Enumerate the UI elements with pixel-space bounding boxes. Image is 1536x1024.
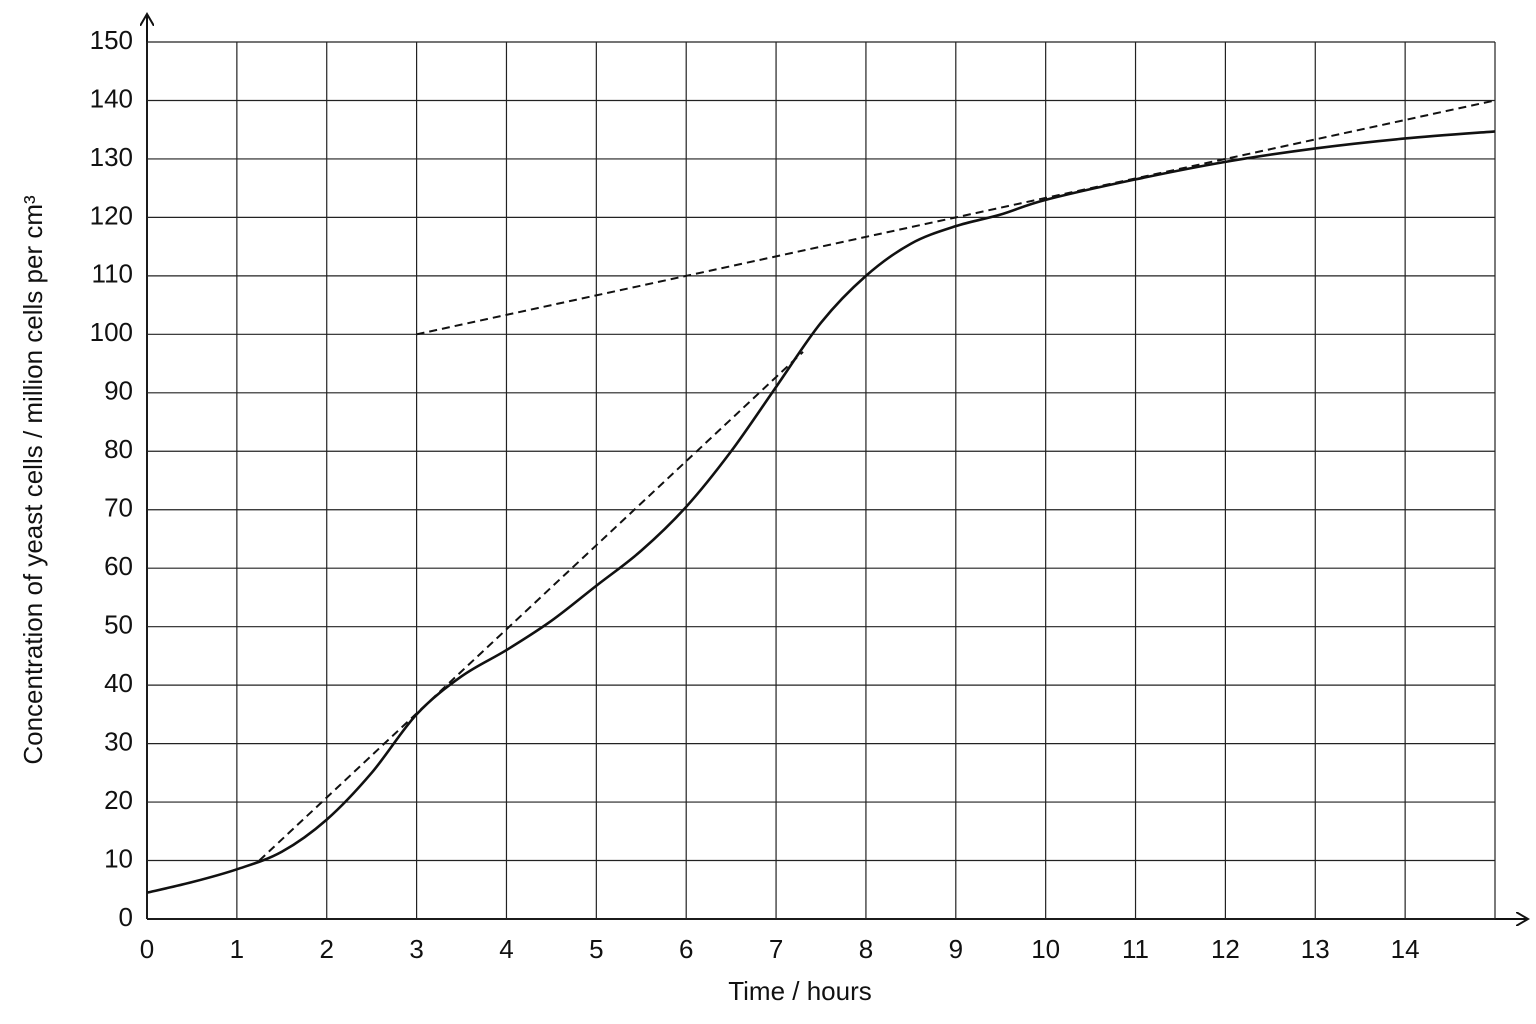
x-tick-label: 12 [1211, 934, 1240, 964]
y-tick-label: 60 [104, 551, 133, 581]
x-tick-label: 14 [1391, 934, 1420, 964]
x-tick-label: 2 [319, 934, 333, 964]
x-tick-label: 3 [409, 934, 423, 964]
y-tick-label: 80 [104, 434, 133, 464]
x-tick-label: 11 [1122, 934, 1149, 964]
y-tick-label: 130 [90, 142, 133, 172]
y-tick-label: 120 [90, 200, 133, 230]
y-tick-label: 110 [92, 259, 133, 289]
x-tick-label: 0 [140, 934, 154, 964]
x-axis-label: Time / hours [728, 976, 872, 1006]
x-tick-label: 8 [859, 934, 873, 964]
x-tick-label: 9 [949, 934, 963, 964]
y-tick-label: 70 [104, 493, 133, 523]
y-tick-label: 0 [119, 902, 133, 932]
y-tick-label: 90 [104, 376, 133, 406]
x-tick-label: 4 [499, 934, 513, 964]
y-tick-label: 150 [90, 25, 133, 55]
dashed-line [258, 351, 804, 862]
curve [146, 130, 1496, 894]
x-tick-label: 7 [769, 934, 783, 964]
y-tick-label: 140 [90, 83, 133, 113]
x-tick-label: 5 [589, 934, 603, 964]
dashed-line [416, 99, 1496, 336]
x-tick-label: 1 [230, 934, 244, 964]
y-tick-label: 50 [104, 610, 133, 640]
y-tick-label: 100 [90, 317, 133, 347]
y-tick-label: 40 [104, 668, 133, 698]
x-tick-label: 6 [679, 934, 693, 964]
x-tick-label: 10 [1031, 934, 1060, 964]
y-axis-label: Concentration of yeast cells / million c… [18, 195, 48, 765]
x-tick-label: 13 [1301, 934, 1330, 964]
y-tick-label: 20 [104, 785, 133, 815]
y-tick-label: 10 [104, 843, 133, 873]
y-tick-label: 30 [104, 726, 133, 756]
